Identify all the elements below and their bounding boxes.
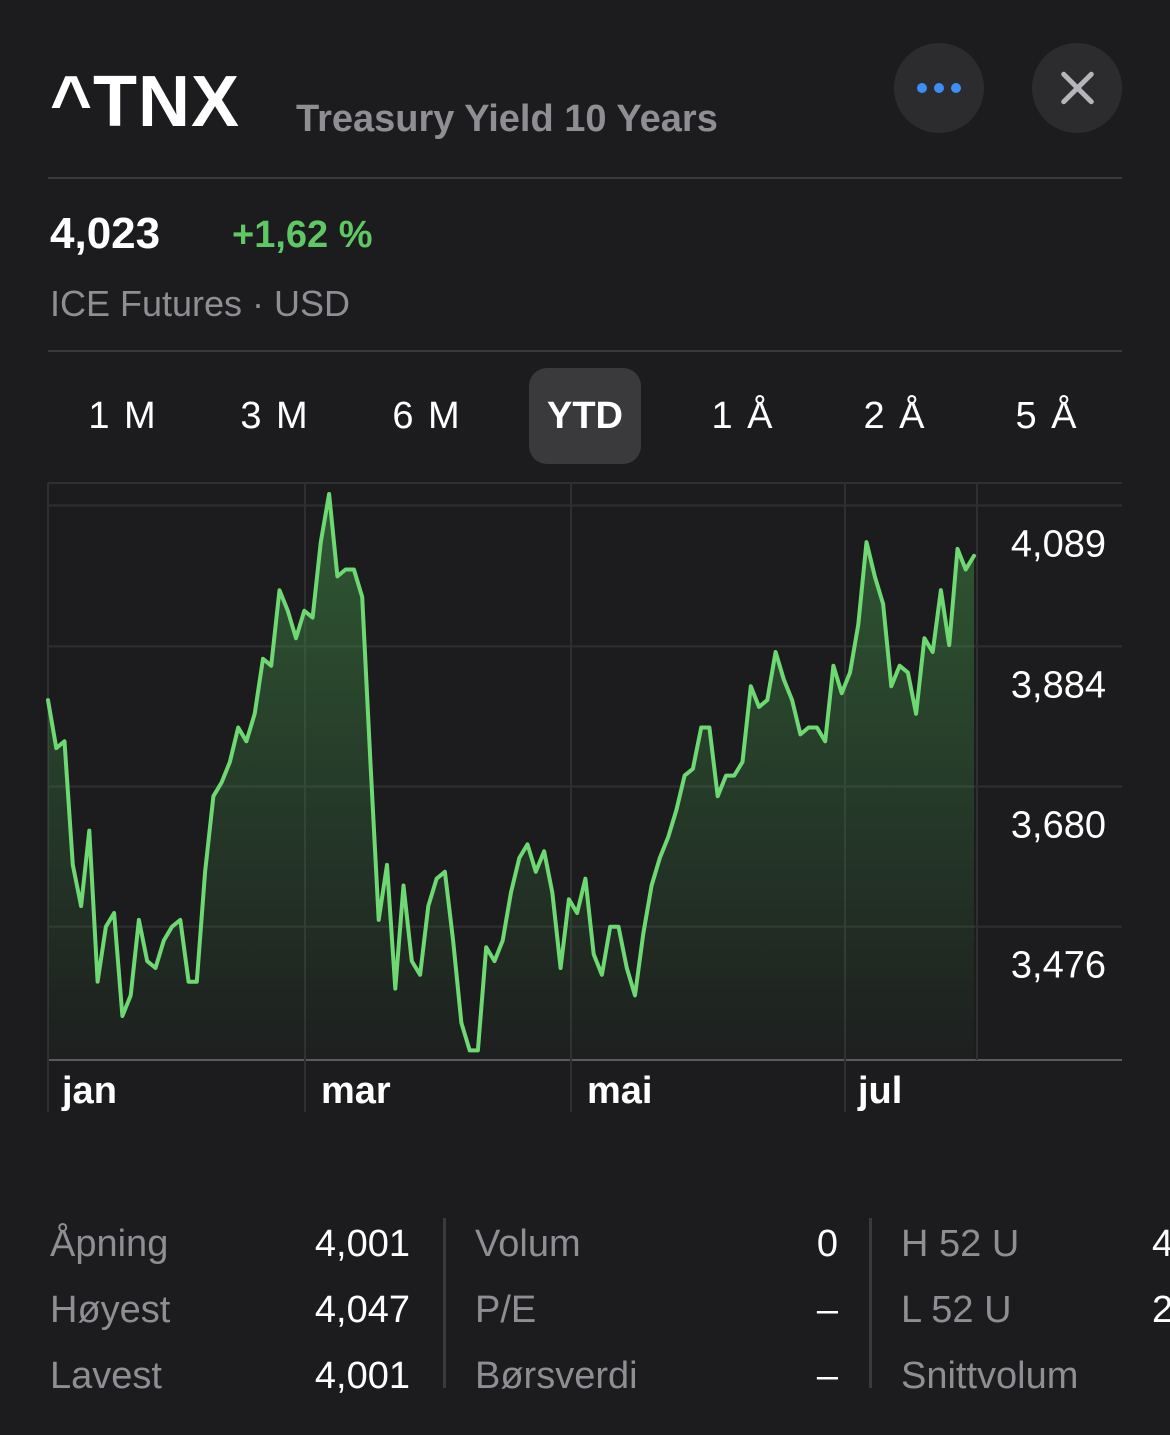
price-change: +1,62 % — [232, 214, 373, 256]
range-ytd[interactable]: YTD — [529, 368, 641, 464]
more-button[interactable] — [894, 43, 984, 133]
quote-divider — [48, 350, 1122, 352]
ellipsis-icon — [917, 83, 961, 93]
stat-52w-high-label: H 52 U — [901, 1223, 1020, 1265]
x-tick-label: mai — [587, 1070, 652, 1112]
range-5y[interactable]: 5 Å — [1015, 394, 1079, 437]
range-6m[interactable]: 6 M — [392, 394, 462, 437]
price-line — [46, 492, 976, 1053]
stats-separator — [869, 1218, 872, 1388]
range-1m[interactable]: 1 M — [88, 394, 158, 437]
current-price: 4,023 — [50, 209, 161, 258]
stat-low-label: Lavest — [50, 1355, 162, 1397]
header-divider — [48, 177, 1122, 179]
close-icon — [1059, 70, 1095, 106]
range-3m[interactable]: 3 M — [240, 394, 310, 437]
stat-high-value: 4,047 — [314, 1289, 410, 1331]
x-tick-label: jul — [857, 1070, 902, 1112]
chart-area-fill — [48, 494, 974, 1060]
stat-pe-label: P/E — [475, 1289, 537, 1331]
key-statistics: Åpning 4,001 Høyest 4,047 Lavest 4,001 V… — [0, 1215, 1170, 1405]
ticker-symbol: ^TNX — [50, 62, 241, 142]
range-1y[interactable]: 1 Å — [711, 394, 775, 437]
security-name: Treasury Yield 10 Years — [296, 98, 718, 140]
stat-open-label: Åpning — [50, 1223, 169, 1265]
stat-52w-high-value: 4 — [1152, 1225, 1170, 1263]
stat-low-value: 4,001 — [314, 1355, 410, 1397]
stat-avg-volume-label: Snittvolum — [901, 1355, 1079, 1397]
stats-separator — [443, 1218, 446, 1388]
y-tick-label: 3,476 — [1011, 945, 1106, 987]
stat-volume-label: Volum — [475, 1223, 581, 1265]
stat-pe-value: – — [816, 1289, 838, 1331]
range-selector: 1 M 3 M 6 M YTD 1 Å 2 Å 5 Å — [0, 368, 1170, 466]
x-tick-label: mar — [321, 1070, 391, 1112]
close-button[interactable] — [1032, 43, 1122, 133]
stat-52w-low-value: 2 — [1152, 1291, 1170, 1329]
price-chart[interactable]: 4,089 3,884 3,680 3,476 jan mar mai jul — [0, 480, 1170, 1120]
y-tick-label: 3,884 — [1011, 664, 1106, 706]
quote-header: ^TNX Treasury Yield 10 Years — [0, 0, 1170, 180]
x-axis-labels: jan mar mai jul — [61, 1070, 902, 1112]
y-axis-labels: 4,089 3,884 3,680 3,476 — [1011, 524, 1106, 987]
stat-52w-low-label: L 52 U — [901, 1289, 1012, 1331]
stat-volume-value: 0 — [816, 1223, 838, 1265]
stat-marketcap-label: Børsverdi — [475, 1355, 638, 1397]
stat-marketcap-value: – — [816, 1355, 838, 1397]
stat-open-value: 4,001 — [314, 1223, 410, 1265]
exchange-currency: ICE Futures · USD — [50, 283, 351, 324]
x-tick-label: jan — [61, 1070, 117, 1112]
y-tick-label: 4,089 — [1011, 524, 1106, 566]
range-2y[interactable]: 2 Å — [863, 394, 927, 437]
stat-high-label: Høyest — [50, 1289, 171, 1331]
y-tick-label: 3,680 — [1011, 804, 1106, 846]
